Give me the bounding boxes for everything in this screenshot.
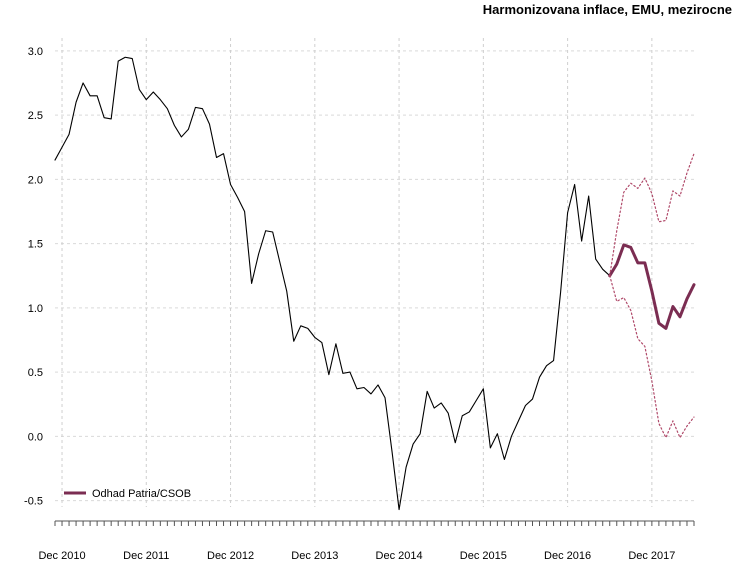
legend-label-patria: Odhad Patria/CSOB xyxy=(92,488,191,500)
y-tick-label: 3.0 xyxy=(28,46,43,58)
legend: Odhad Patria/CSOB xyxy=(64,488,191,500)
axes-layer: -0.5 0.0 0.5 1.0 1.5 2.0 2.5 3.0 Dec 2010 Dec 201… xyxy=(24,46,695,562)
x-tick-label: Dec 2016 xyxy=(544,550,591,562)
y-tick-label: 2.0 xyxy=(28,174,43,186)
x-tick-label: Dec 2010 xyxy=(38,550,85,562)
x-tick-label: Dec 2012 xyxy=(207,550,254,562)
series-layer xyxy=(54,56,696,511)
series-line-actual xyxy=(54,56,611,511)
y-tick-label: -0.5 xyxy=(24,496,43,508)
x-tick-label: Dec 2015 xyxy=(460,550,507,562)
series-line-lower xyxy=(609,275,695,439)
y-tick-label: 1.0 xyxy=(28,303,43,315)
x-tick-label: Dec 2013 xyxy=(291,550,338,562)
chart-title: Harmonizovana inflace, EMU, mezirocne xyxy=(482,2,732,17)
series-line-odhad-patria-csob xyxy=(608,243,696,330)
y-tick-label: 2.5 xyxy=(28,110,43,122)
x-tick-label: Dec 2014 xyxy=(376,550,423,562)
y-tick-label: 0.5 xyxy=(28,367,43,379)
y-tick-label: 0.0 xyxy=(28,431,43,443)
y-tick-label: 1.5 xyxy=(28,239,43,251)
grid-layer xyxy=(55,38,694,507)
x-tick-label: Dec 2017 xyxy=(628,550,675,562)
x-tick-label: Dec 2011 xyxy=(123,550,169,562)
series-line-upper xyxy=(609,153,695,277)
